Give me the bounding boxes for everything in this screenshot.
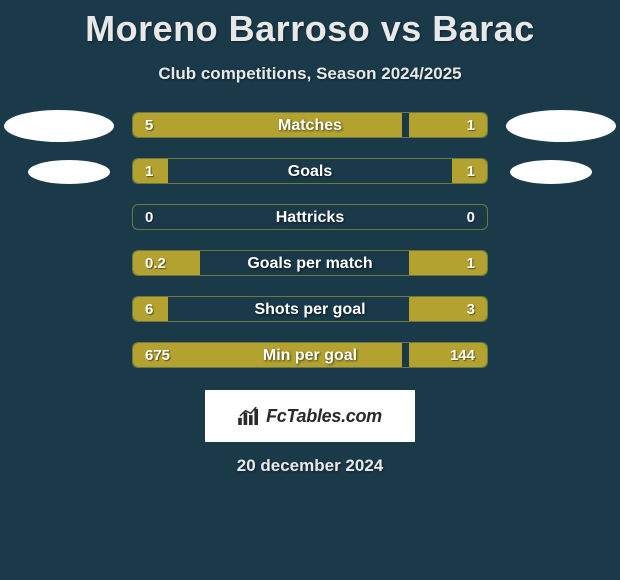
bar-fill-right [409, 113, 487, 137]
player-right-ellipse [506, 110, 616, 142]
stat-bar: 0.21Goals per match [132, 250, 488, 276]
value-right: 144 [450, 343, 475, 368]
player-left-ellipse [28, 160, 110, 184]
stat-row: 0.21Goals per match [0, 250, 620, 278]
stat-row: 63Shots per goal [0, 296, 620, 324]
bar-fill-left [133, 113, 402, 137]
player-right-ellipse [510, 160, 592, 184]
value-right: 3 [467, 297, 475, 322]
stat-bar: 675144Min per goal [132, 342, 488, 368]
value-left: 6 [145, 297, 153, 322]
logo-badge: FcTables.com [205, 390, 415, 442]
date-label: 20 december 2024 [0, 456, 620, 476]
value-right: 0 [467, 205, 475, 230]
stat-bar: 51Matches [132, 112, 488, 138]
logo-icon [238, 407, 260, 425]
logo-text: FcTables.com [266, 406, 382, 427]
bar-fill-right [409, 297, 487, 321]
value-left: 1 [145, 159, 153, 184]
value-left: 0 [145, 205, 153, 230]
bar-fill-left [133, 343, 402, 367]
value-right: 1 [467, 159, 475, 184]
value-left: 5 [145, 113, 153, 138]
stat-bar: 0 0Hattricks [132, 204, 488, 230]
metric-label: Goals [133, 159, 487, 184]
value-right: 1 [467, 113, 475, 138]
stat-bar: 1 1Goals [132, 158, 488, 184]
page-title: Moreno Barroso vs Barac [0, 0, 620, 50]
comparison-chart: 51Matches11Goals00Hattricks0.21Goals per… [0, 112, 620, 388]
bar-fill-left [133, 251, 200, 275]
stat-row: 51Matches [0, 112, 620, 140]
stat-row: 675144Min per goal [0, 342, 620, 370]
value-left: 675 [145, 343, 170, 368]
value-right: 1 [467, 251, 475, 276]
bar-fill-right [409, 343, 487, 367]
stat-row: 1 1Goals [0, 158, 620, 186]
subtitle: Club competitions, Season 2024/2025 [0, 64, 620, 84]
player-left-ellipse [4, 110, 114, 142]
stat-row: 0 0Hattricks [0, 204, 620, 232]
metric-label: Hattricks [133, 205, 487, 230]
value-left: 0.2 [145, 251, 166, 276]
bar-fill-right [409, 251, 487, 275]
stat-bar: 63Shots per goal [132, 296, 488, 322]
